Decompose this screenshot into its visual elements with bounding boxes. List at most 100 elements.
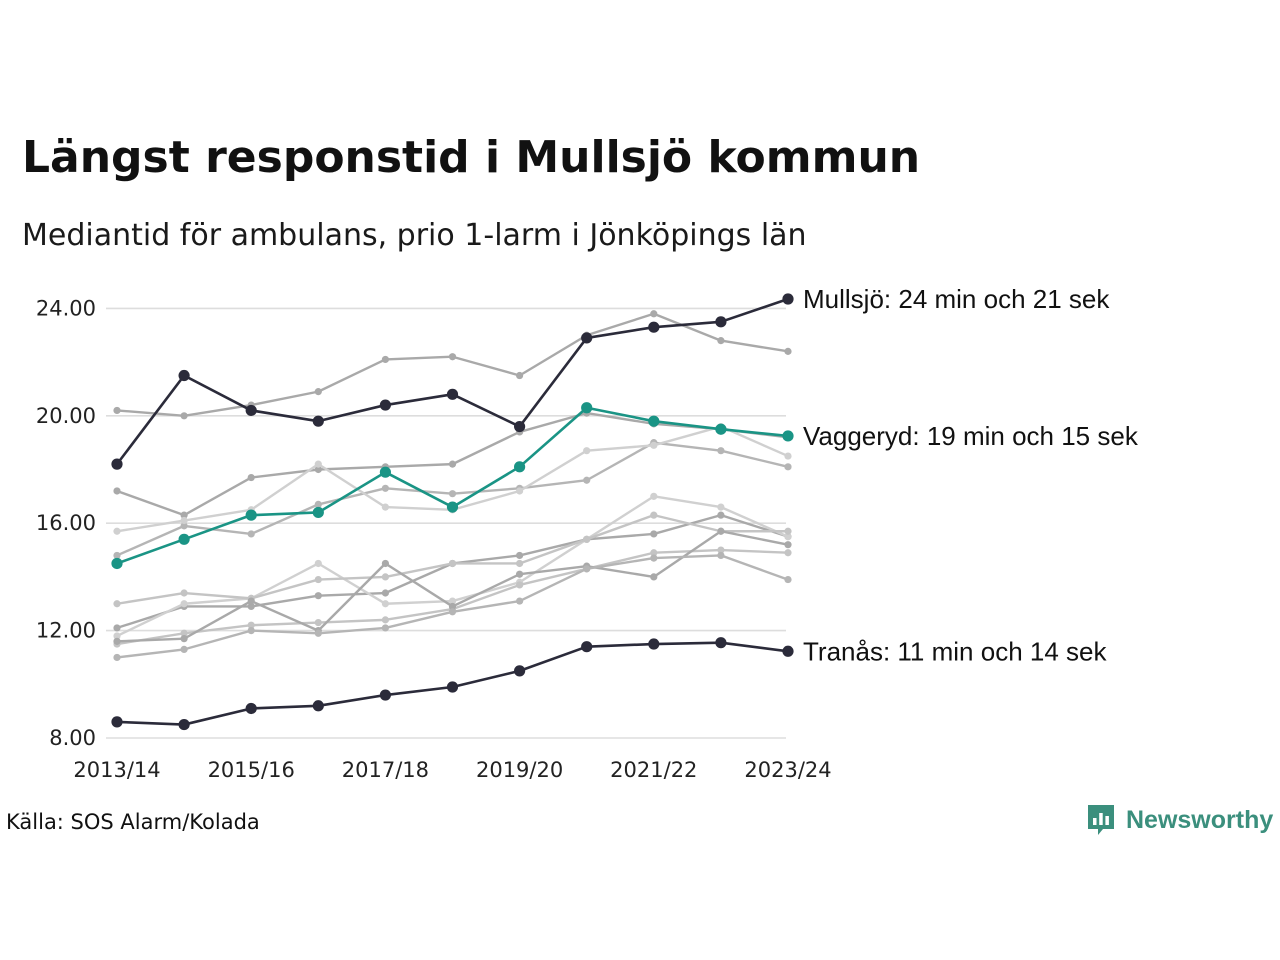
x-axis-ticks: 2013/14 2015/16 2017/18 2019/20 2021/22 2023/… [73, 758, 831, 782]
highlight-point [312, 415, 324, 427]
background-point [516, 371, 524, 380]
x-tick-label: 2021/22 [610, 758, 697, 782]
background-point [448, 353, 457, 361]
background-series [113, 492, 792, 640]
background-point [784, 347, 792, 355]
background-point [516, 487, 524, 495]
highlight-line [115, 297, 789, 465]
highlight-point [379, 466, 391, 478]
background-point [314, 465, 322, 474]
background-point [247, 627, 255, 635]
highlight-point [648, 638, 660, 650]
background-line [116, 441, 789, 557]
x-tick-label: 2017/18 [342, 758, 429, 782]
grid-lines [106, 307, 786, 739]
background-point [717, 503, 725, 511]
series-end-label: Tranås: 11 min och 14 sek [803, 636, 1107, 666]
highlight-point [715, 316, 727, 328]
background-point [784, 575, 792, 584]
background-point [650, 492, 658, 500]
background-point [113, 527, 121, 535]
background-point [381, 589, 389, 597]
highlight-point [581, 641, 593, 653]
highlight-point [715, 423, 727, 435]
background-series [113, 527, 792, 645]
highlight-point [111, 557, 123, 570]
background-point [180, 635, 188, 643]
background-point [113, 551, 121, 560]
highlight-point [312, 506, 324, 519]
highlight-point [715, 637, 727, 649]
newsworthy-logo-icon [1088, 805, 1114, 835]
background-point [381, 624, 389, 632]
highlight-point [178, 533, 190, 545]
background-point [717, 511, 725, 519]
background-point [314, 559, 322, 568]
y-tick-label: 20.00 [36, 404, 96, 428]
background-point [247, 602, 255, 611]
highlight-point [581, 402, 593, 414]
background-point [314, 618, 322, 627]
background-point [650, 573, 658, 581]
background-line [116, 425, 789, 533]
highlight-series [111, 402, 794, 570]
highlight-point [111, 458, 123, 470]
highlighted-series [111, 293, 794, 731]
background-point [180, 516, 188, 525]
highlight-point [514, 461, 526, 473]
background-series [113, 310, 792, 420]
background-point [381, 503, 389, 511]
highlight-series [111, 637, 794, 731]
background-point [113, 637, 121, 645]
highlight-point [245, 404, 257, 417]
page-subtitle: Mediantid för ambulans, prio 1-larm i Jö… [22, 218, 807, 253]
background-point [448, 559, 457, 568]
background-point [650, 530, 658, 538]
background-point [381, 355, 389, 364]
brand-logo: Newsworthy [1086, 802, 1273, 838]
background-point [314, 460, 322, 468]
background-point [381, 616, 389, 624]
background-point [516, 559, 524, 568]
background-point [784, 533, 792, 541]
background-point [180, 522, 188, 530]
background-point [583, 447, 591, 455]
background-point [717, 546, 725, 554]
background-point [113, 632, 121, 640]
highlight-point [514, 420, 526, 433]
highlight-point [245, 509, 257, 521]
y-tick-label: 24.00 [36, 296, 96, 320]
background-point [650, 549, 658, 557]
background-series [113, 310, 792, 662]
highlight-point [178, 718, 190, 731]
background-point [247, 530, 255, 538]
background-point [180, 645, 188, 653]
highlight-point [648, 321, 660, 333]
background-point [516, 551, 524, 560]
background-point [314, 500, 322, 509]
series-end-label: Mullsjö: 24 min och 21 sek [803, 284, 1110, 314]
background-point [583, 535, 591, 543]
highlight-point [782, 430, 794, 442]
background-series [113, 511, 792, 608]
background-point [583, 565, 591, 573]
background-point [314, 592, 322, 600]
highlight-point [446, 501, 459, 513]
x-tick-label: 2019/20 [476, 758, 563, 782]
background-point [381, 484, 389, 492]
background-series [113, 422, 792, 535]
background-point [113, 406, 121, 415]
background-point [650, 310, 658, 318]
background-point [516, 581, 524, 589]
series-end-label: Vaggeryd: 19 min och 15 sek [803, 421, 1139, 451]
y-tick-label: 16.00 [36, 511, 96, 535]
background-point [717, 527, 725, 535]
background-point [247, 473, 255, 482]
x-tick-label: 2015/16 [208, 758, 295, 782]
background-point [784, 463, 792, 471]
highlight-point [312, 700, 324, 712]
background-point [113, 600, 121, 608]
y-tick-label: 12.00 [36, 619, 96, 643]
background-point [448, 460, 457, 468]
